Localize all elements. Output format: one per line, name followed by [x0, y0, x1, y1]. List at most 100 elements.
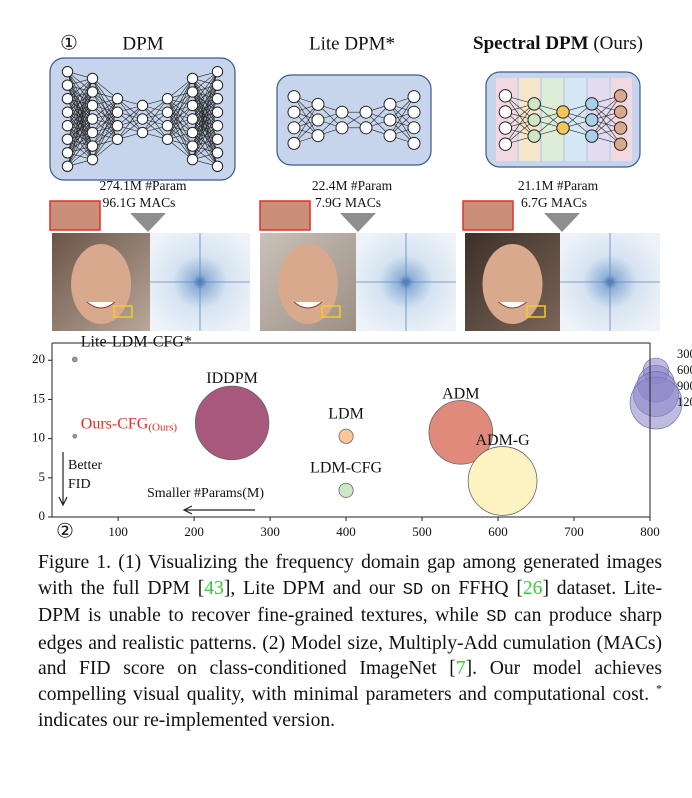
- neuron: [527, 113, 541, 127]
- x-annotation: Smaller #Params(M): [147, 486, 264, 501]
- neuron: [61, 133, 74, 145]
- neuron: [407, 90, 421, 104]
- x-tick-label: 400: [336, 524, 356, 539]
- caption-text: Figure 1. (1) Visualizing the frequency …: [38, 552, 662, 599]
- edge: [192, 71, 218, 120]
- caption-text: ] dataset. Lite-DPM is unable to recover…: [38, 577, 662, 627]
- neuron: [287, 121, 301, 135]
- neuron: [111, 120, 124, 132]
- neuron: [211, 65, 224, 78]
- x-tick-label: 100: [108, 524, 128, 539]
- neuron: [556, 105, 570, 119]
- label-name: Lite-LDM-CFG*: [81, 333, 192, 350]
- model-stat: 96.1G MACs: [103, 195, 176, 210]
- neuron: [585, 113, 599, 127]
- neuron: [186, 86, 199, 98]
- crop-thumbnail: [259, 200, 311, 231]
- crop-thumbnail: [462, 200, 514, 231]
- neuron: [211, 133, 224, 145]
- neuron: [383, 113, 397, 127]
- edge: [142, 98, 168, 133]
- neuron: [86, 99, 99, 112]
- legend-label: 1200G MACs: [677, 395, 692, 409]
- neuron: [498, 137, 513, 151]
- edge: [67, 78, 93, 126]
- neuron: [527, 129, 541, 143]
- label-name: Ours-CFG: [81, 415, 149, 432]
- caption-text: *: [656, 681, 662, 696]
- neuron: [211, 106, 224, 118]
- column-title: Spectral DPM (Ours): [473, 33, 643, 54]
- neuron: [111, 133, 124, 145]
- edge: [92, 98, 118, 133]
- label-name: ADM: [442, 385, 479, 402]
- neuron: [585, 129, 599, 143]
- neuron: [61, 93, 74, 105]
- face: [482, 244, 543, 324]
- edge: [591, 95, 621, 137]
- neuron: [211, 79, 224, 91]
- neuron: [613, 105, 628, 119]
- y-tick-label: 0: [39, 508, 46, 523]
- neuron: [61, 160, 74, 173]
- caption-text: 43: [204, 577, 224, 599]
- bubble: [467, 446, 538, 516]
- label-name: IDDPM: [206, 370, 258, 387]
- y-tick-label: 10: [32, 430, 45, 445]
- edge: [167, 78, 193, 126]
- edge: [192, 112, 218, 160]
- label-name: LDM-CFG: [310, 459, 382, 476]
- caption-text: SD: [486, 608, 507, 628]
- neuron: [161, 133, 174, 145]
- edge: [505, 103, 535, 145]
- neuron: [186, 126, 199, 139]
- neuron: [86, 153, 99, 166]
- neuron: [186, 113, 199, 125]
- label-name: LDM: [328, 405, 364, 422]
- y-annotation: FID: [68, 477, 91, 492]
- caption-text: indicates our re-implemented version.: [38, 709, 336, 731]
- neuron: [136, 99, 149, 112]
- label-name: ADM-G: [475, 432, 530, 449]
- caption-text: SD: [402, 580, 424, 600]
- neuron: [161, 106, 174, 118]
- neuron: [359, 121, 373, 135]
- neuron: [86, 86, 99, 98]
- title-suffix: (Ours): [593, 33, 643, 54]
- neuron: [161, 120, 174, 132]
- neuron: [407, 105, 421, 119]
- crop-box: [321, 305, 341, 318]
- panel-marker: ①: [60, 33, 78, 55]
- spectral-band: [565, 78, 586, 161]
- neuron: [383, 129, 397, 143]
- crop-box: [526, 305, 546, 318]
- neuron: [287, 136, 301, 150]
- edge: [167, 91, 193, 140]
- model-stat: 21.1M #Param: [518, 178, 599, 193]
- model-stat: 274.1M #Param: [100, 178, 187, 193]
- neuron: [335, 105, 349, 119]
- neuron: [86, 72, 99, 85]
- neuron: [186, 153, 199, 166]
- neuron: [86, 126, 99, 139]
- caption-text: 7: [455, 658, 466, 680]
- crop-thumbnail: [49, 200, 101, 231]
- figure: ① ② DPM 274.1M #Param 96.1G MACs Lite DPM* 2…: [32, 33, 692, 543]
- edge: [167, 78, 193, 113]
- bubble-label: LDM: [328, 405, 364, 422]
- y-tick-label: 15: [32, 390, 45, 405]
- legend-label: 300G MACs: [677, 347, 692, 361]
- neuron: [498, 105, 513, 119]
- legend-bubble: [629, 376, 683, 430]
- bubble-label: Ours-CFG(Ours): [81, 415, 178, 433]
- neuron: [111, 93, 124, 105]
- network-diagram: [498, 89, 628, 151]
- neuron: [383, 97, 397, 111]
- x-annotation-arrow: [182, 505, 255, 515]
- neuron: [613, 89, 628, 103]
- caption-text: ]. Our model achieves compelling visual …: [38, 658, 663, 705]
- edge: [92, 125, 118, 160]
- network-diagram: [61, 65, 224, 173]
- caption-text: ], Lite DPM and our: [223, 577, 403, 599]
